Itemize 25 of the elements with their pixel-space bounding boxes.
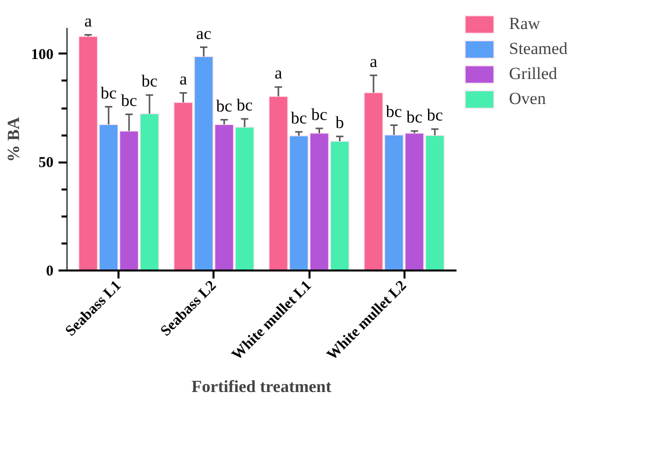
data-label: ac [196,24,212,43]
data-label: bc [216,96,233,116]
data-label: bc [406,108,423,127]
data-label: bc [141,72,158,91]
data-label: a [84,12,92,31]
data-label: a [370,52,378,72]
data-label: bc [311,105,328,124]
y-axis-title: % BA [4,116,23,162]
y-tick-label: 100 [31,46,54,63]
legend-label: Steamed [509,39,568,59]
data-label: a [179,70,188,89]
legend-label: Raw [509,14,540,34]
data-label: a [274,64,283,83]
data-label: bc [100,83,118,102]
legend-label: Grilled [509,64,558,84]
data-label: b [335,113,344,132]
x-axis-title: Fortified treatment [192,377,332,396]
y-tick-label: 0 [46,264,54,280]
data-label: bc [236,96,254,115]
data-label: bc [426,106,444,125]
y-tick-label: 50 [38,155,54,172]
data-label: bc [290,108,308,128]
data-label: bc [386,102,402,121]
data-label: bc [121,91,138,110]
legend-label: Oven [509,89,546,109]
